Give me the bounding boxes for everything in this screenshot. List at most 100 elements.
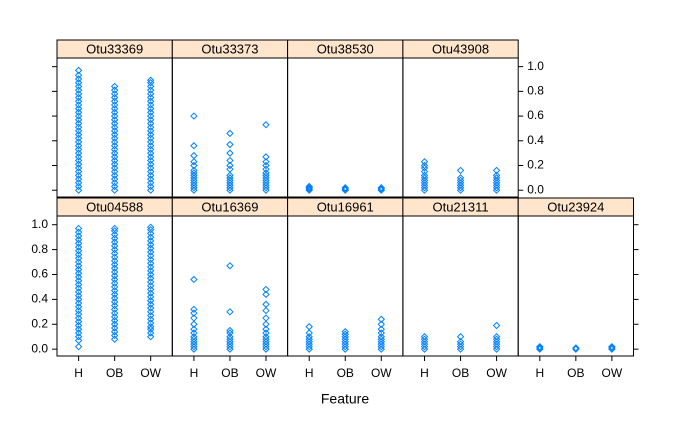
point: [146, 175, 155, 183]
point: [74, 228, 83, 236]
point: [341, 328, 349, 336]
y-tick-label: 0.0: [527, 182, 544, 196]
point: [110, 167, 119, 176]
point: [110, 145, 119, 154]
y-tick-label: 0.8: [31, 242, 48, 256]
point: [110, 238, 119, 246]
point: [110, 275, 119, 284]
point: [190, 320, 198, 328]
point: [146, 311, 155, 320]
point: [146, 240, 155, 249]
point: [146, 156, 155, 165]
point: [146, 76, 155, 84]
point: [572, 345, 580, 353]
point: [377, 320, 385, 328]
x-tick-label: H: [535, 366, 544, 380]
point: [262, 325, 270, 333]
point: [74, 314, 83, 322]
point: [74, 288, 83, 296]
x-tick-label: OW: [486, 366, 507, 380]
point: [226, 326, 234, 335]
point: [146, 164, 155, 172]
point: [110, 224, 119, 233]
x-tick-label: OB: [452, 366, 469, 380]
point: [305, 323, 313, 331]
point: [262, 333, 270, 341]
point: [146, 186, 155, 194]
point: [74, 247, 83, 255]
point: [110, 108, 119, 117]
point: [74, 306, 83, 315]
x-tick-label: OW: [140, 366, 161, 380]
point: [74, 318, 83, 326]
point: [226, 129, 234, 138]
point: [110, 171, 119, 180]
point: [146, 101, 155, 109]
point: [146, 323, 155, 331]
point: [146, 255, 155, 264]
point: [110, 301, 119, 310]
panel-title: Otu16369: [201, 199, 258, 214]
point: [74, 303, 83, 311]
point: [456, 337, 465, 346]
point: [190, 333, 198, 341]
point: [74, 130, 83, 139]
x-tick-label: OW: [371, 366, 392, 380]
point: [146, 281, 155, 290]
point: [74, 342, 83, 351]
point: [110, 97, 119, 105]
point: [110, 328, 119, 336]
point: [536, 344, 544, 352]
point: [110, 138, 119, 146]
point: [74, 145, 83, 154]
point: [456, 174, 465, 182]
point: [226, 161, 234, 170]
y-tick-label: 1.0: [31, 217, 48, 231]
point: [146, 167, 155, 176]
point: [110, 331, 119, 340]
point: [110, 130, 119, 139]
point: [146, 278, 155, 286]
y-tick-label: 0.4: [527, 133, 544, 147]
point: [190, 305, 198, 314]
point: [146, 315, 155, 323]
point: [110, 283, 119, 291]
point: [420, 167, 429, 176]
point: [74, 182, 83, 191]
panel-title: Otu33369: [86, 41, 143, 56]
point: [74, 224, 83, 233]
x-tick-label: H: [420, 366, 429, 380]
point: [146, 97, 155, 105]
point: [74, 71, 83, 80]
point: [110, 242, 119, 250]
x-tick-label: OW: [602, 366, 623, 380]
x-tick-label: H: [190, 366, 199, 380]
point: [190, 309, 198, 317]
point: [74, 295, 83, 304]
panel: [287, 57, 404, 198]
point: [226, 333, 234, 341]
point: [110, 86, 119, 94]
point: [110, 116, 119, 124]
panel-title: Otu38530: [317, 41, 374, 56]
point: [74, 179, 83, 187]
point: [110, 134, 119, 143]
point: [110, 305, 119, 314]
point: [226, 156, 234, 165]
point: [608, 342, 616, 351]
point: [110, 90, 119, 98]
point: [146, 182, 155, 191]
point: [456, 166, 465, 175]
point: [74, 160, 83, 168]
point: [146, 267, 155, 275]
point: [74, 86, 83, 94]
point: [74, 291, 83, 300]
point: [377, 185, 385, 193]
point: [74, 325, 83, 333]
point: [146, 329, 155, 337]
panel: [517, 215, 635, 357]
point: [146, 112, 155, 120]
point: [146, 270, 155, 279]
point: [420, 161, 429, 170]
point: [146, 229, 155, 238]
